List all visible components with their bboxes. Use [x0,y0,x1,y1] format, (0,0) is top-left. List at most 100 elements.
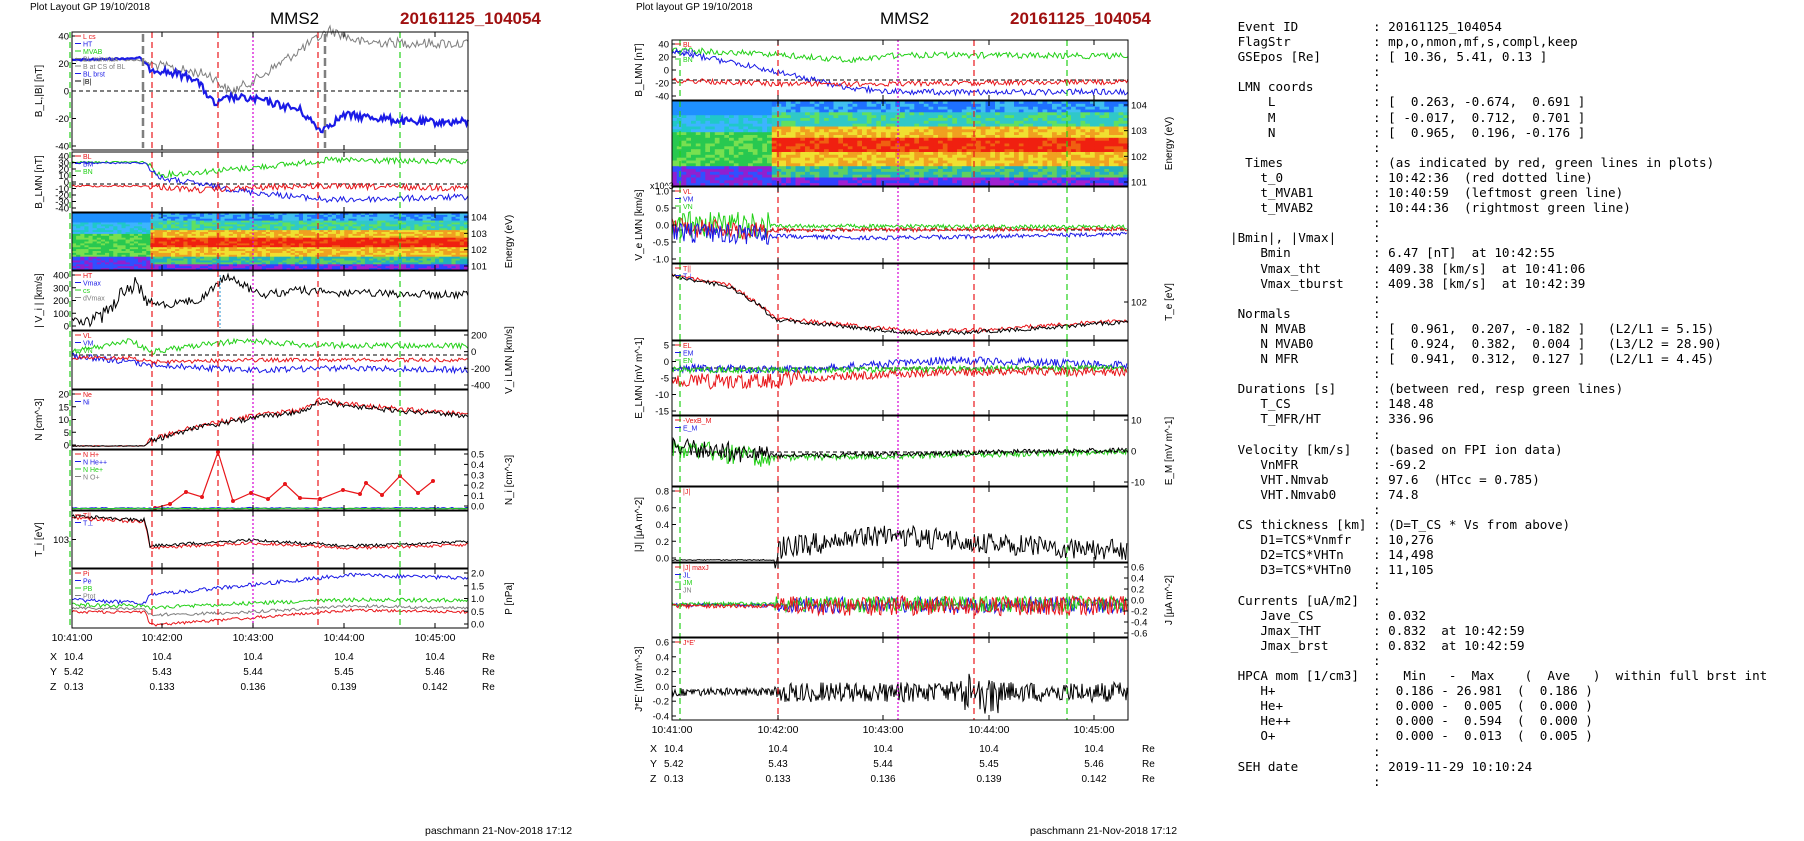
spectrogram-cell [356,260,362,263]
spectrogram-cell [96,243,102,246]
spectrogram-cell [204,222,209,225]
spectrogram-cell [344,224,349,227]
spectrogram-cell [738,163,744,167]
spectrogram-cell [307,218,312,222]
spectrogram-cell [422,220,428,224]
spectrogram-cell [389,251,395,254]
spectrogram-cell [294,224,300,227]
spectrogram-cell [377,251,382,254]
spectrogram-cell [92,224,98,227]
spectrogram-cell [426,241,432,244]
spectrogram-cell [385,252,391,256]
spectrogram-cell [389,235,395,239]
spectrogram-cell [142,224,147,227]
spectrogram-cell [762,169,768,173]
spectrogram-cell [237,216,242,220]
spectrogram-cell [286,220,292,224]
spectrogram-cell [439,233,444,237]
y-tick-label: -10 [55,184,69,195]
spectrogram-cell [414,237,420,241]
spectrogram-cell [439,243,444,246]
spectrogram-cell [862,118,868,122]
spectrogram-cell [92,233,98,237]
spectrogram-cell [800,123,806,128]
spectrogram-cell [307,252,312,256]
spectrogram-cell [369,213,374,216]
spectrogram-cell [162,224,168,227]
spectrogram-cell [381,260,387,263]
spectrogram-cell [847,166,854,170]
spectrogram-cell [241,249,246,252]
spectrogram-cell [743,129,749,133]
spectrogram-cell [733,183,740,187]
spectrogram-cell [426,252,432,256]
spectrogram-cell [92,214,98,218]
spectrogram-cell [771,152,778,156]
spectrogram-cell [96,224,102,227]
spectrogram-cell [695,101,702,105]
spectrogram-cell [800,109,806,113]
spectrogram-cell [805,115,811,119]
spectrogram-cell [418,268,424,271]
spectrogram-cell [672,166,678,170]
spectrogram-cell [819,152,825,156]
spectrogram-cell [776,123,782,128]
spectrogram-cell [369,220,374,224]
spectrogram-cell [331,235,337,239]
spectrogram-cell [125,214,131,218]
spectrogram-cell [253,264,259,267]
spectrogram-cell [847,129,854,133]
spectrogram-cell [311,228,316,231]
spectrogram-cell [814,143,820,147]
spectrogram-cell [397,258,403,262]
spectrogram-cell [439,226,444,229]
spectrogram-cell [733,160,740,164]
spectrogram-cell [278,214,283,218]
spectrogram-cell [125,249,131,252]
spectrogram-cell [142,214,147,218]
spectrogram-cell [113,262,118,265]
spectrogram-cell [220,230,226,233]
spectrogram-cell [862,115,868,119]
spectrogram-cell [377,237,382,241]
spectrogram-cell [340,249,345,252]
spectrogram-cell [199,224,205,227]
spectrogram-cell [866,137,873,142]
spectrogram-cell [422,260,428,263]
spectrogram-cell [414,226,420,229]
spectrogram-cell [327,224,333,227]
spectrogram-cell [866,160,873,164]
y-axis-label: B_L,|B| [nT] [34,65,45,118]
spectrogram-cell [241,241,246,244]
spectrogram-cell [900,112,906,116]
spectrogram-cell [257,260,263,263]
spectrogram-cell [336,251,341,254]
spectrogram-cell [166,266,172,269]
spectrogram-cell [885,174,892,179]
spectrogram-cell [455,266,461,269]
spectrogram-cell [249,224,255,227]
spectrogram-cell [125,258,131,262]
spectrogram-cell [862,140,868,145]
spectrogram-cell [311,254,316,258]
spectrogram-cell [327,235,333,239]
spectrogram-cell [142,235,147,239]
spectrogram-cell [435,243,440,246]
spectrogram-cell [771,174,778,179]
spectrogram-cell [443,268,448,271]
spectrogram-cell [179,249,184,252]
spectrogram-cell [819,183,825,187]
spectrogram-cell [691,140,697,145]
spectrogram-cell [216,218,222,222]
spectrogram-cell [724,123,730,128]
spectrogram-cell [691,101,697,105]
spectrogram-cell [175,249,180,252]
spectrogram-cell [463,241,469,244]
spectrogram-cell [369,228,374,231]
spectrogram-cell [885,109,892,113]
spectrogram-cell [681,180,687,184]
spectrogram-cell [819,103,825,108]
spectrogram-cell [360,228,366,231]
spectrogram-cell [459,232,465,235]
